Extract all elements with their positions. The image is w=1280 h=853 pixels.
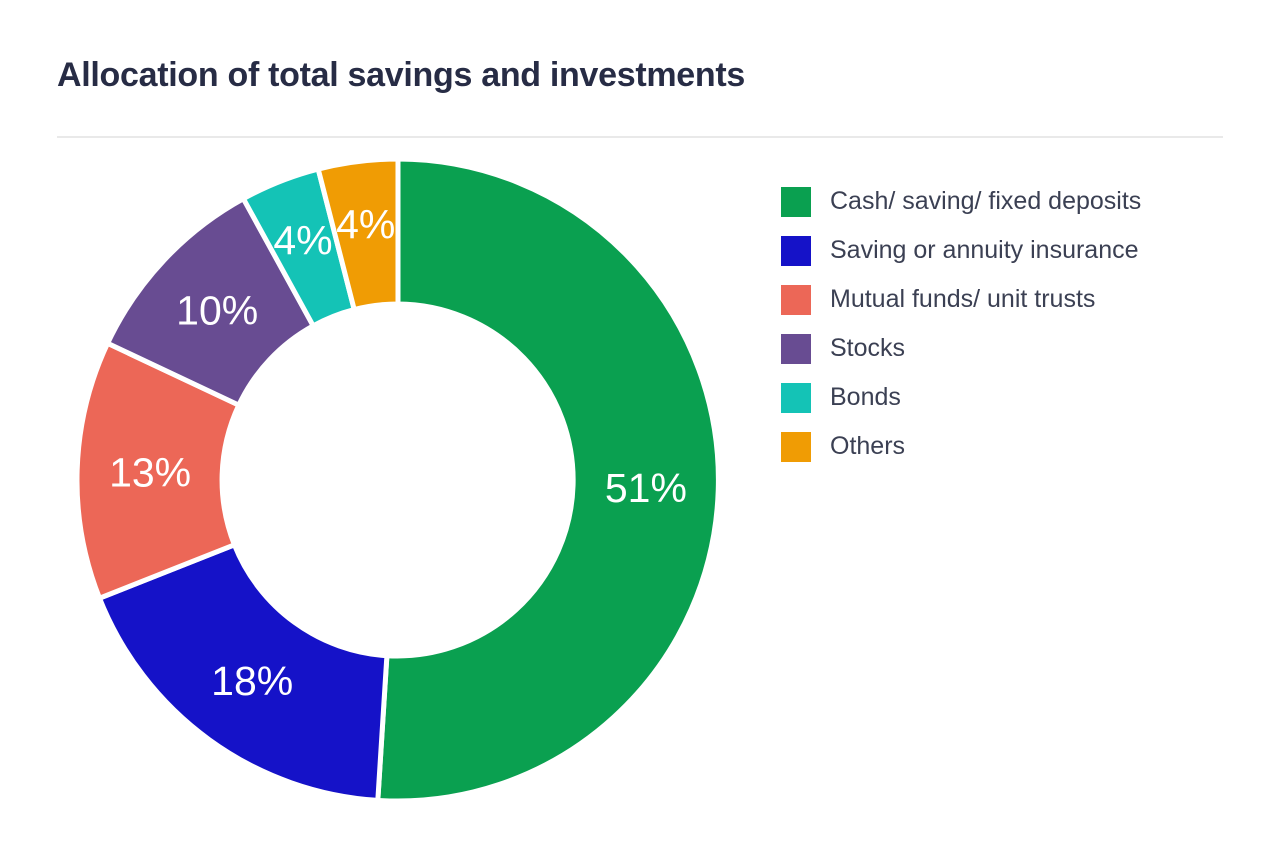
legend-label: Saving or annuity insurance — [830, 236, 1139, 264]
legend-label: Others — [830, 432, 906, 460]
legend-swatch-saving-or-annuity-insurance — [781, 235, 811, 266]
legend-item-saving-or-annuity-insurance: Saving or annuity insurance — [781, 235, 1141, 266]
legend-swatch-bonds — [781, 382, 811, 413]
segment-value-label-stocks: 10% — [176, 288, 258, 334]
legend-label: Mutual funds/ unit trusts — [830, 285, 1096, 313]
chart-legend: Cash/ saving/ fixed deposits Saving or a… — [781, 186, 1141, 462]
legend-label: Bonds — [830, 383, 901, 411]
legend-swatch-others — [781, 431, 811, 462]
donut-segment-cash-saving-fixed-deposits — [375, 156, 721, 804]
legend-swatch-mutual-funds-unit-trusts — [781, 284, 811, 315]
legend-label: Stocks — [830, 334, 906, 362]
legend-item-stocks: Stocks — [781, 333, 1141, 364]
donut-segment-saving-or-annuity-insurance — [96, 541, 390, 804]
donut-segment-others — [315, 156, 401, 313]
title-divider — [57, 136, 1223, 138]
legend-item-others: Others — [781, 431, 1141, 462]
legend-item-bonds: Bonds — [781, 382, 1141, 413]
legend-swatch-cash-saving-fixed-deposits — [781, 186, 811, 217]
segment-value-label-bonds: 4% — [273, 217, 332, 263]
legend-swatch-stocks — [781, 333, 811, 364]
legend-item-cash-saving-fixed-deposits: Cash/ saving/ fixed deposits — [781, 186, 1141, 217]
legend-item-mutual-funds-unit-trusts: Mutual funds/ unit trusts — [781, 284, 1141, 315]
segment-value-label-others: 4% — [336, 201, 395, 247]
legend-label: Cash/ saving/ fixed deposits — [830, 187, 1142, 215]
donut-chart: 51% 18% 13% 10% 4% 4% — [77, 156, 721, 804]
segment-value-label-saving-or-annuity-insurance: 18% — [211, 658, 293, 704]
segment-value-label-cash-saving-fixed-deposits: 51% — [605, 465, 687, 511]
segment-value-label-mutual-funds-unit-trusts: 13% — [109, 450, 191, 496]
chart-title: Allocation of total savings and investme… — [57, 56, 746, 94]
